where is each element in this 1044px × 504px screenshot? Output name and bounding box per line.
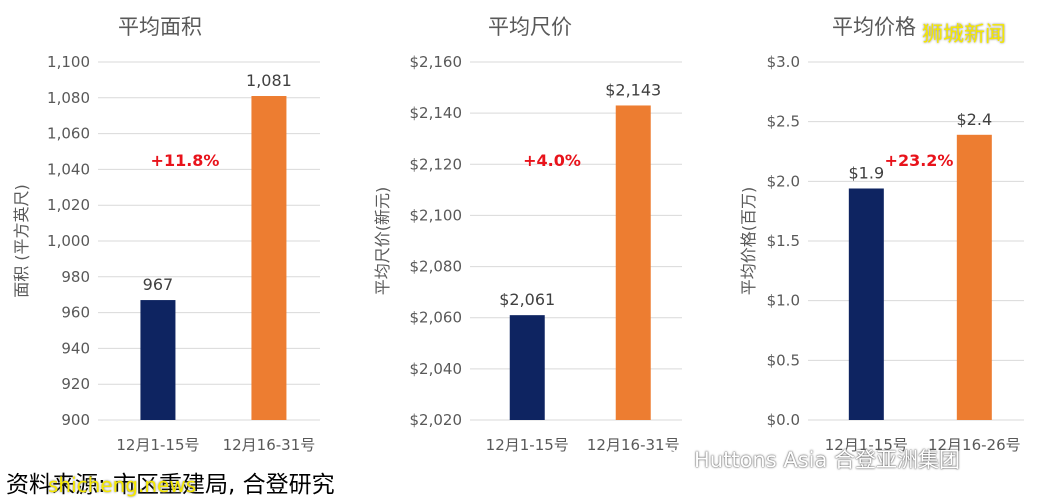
y-tick-label: 1,060 — [47, 125, 90, 143]
chart-title: 平均尺价 — [488, 15, 572, 39]
growth-annotation: +11.8% — [151, 151, 220, 170]
data-label: $2,143 — [605, 80, 661, 99]
bar — [956, 134, 992, 420]
y-tick-label: $2,140 — [410, 104, 463, 122]
wechat-icon — [660, 448, 686, 469]
chart-title: 平均价格 — [832, 15, 916, 39]
y-axis-label: 平均尺价(新元) — [373, 187, 392, 296]
y-axis-label: 面积 (平方英尺) — [12, 184, 31, 298]
watermark-bottom-right-text: Huttons Asia 合登亚洲集团 — [694, 448, 961, 472]
y-tick-label: 920 — [61, 375, 90, 393]
x-tick-label: 12月1-15号 — [486, 436, 569, 454]
y-tick-label: 960 — [61, 304, 90, 322]
bar — [140, 300, 176, 420]
y-tick-label: $2,040 — [410, 360, 463, 378]
y-tick-label: $2,060 — [410, 309, 463, 327]
y-tick-label: $2,160 — [410, 53, 463, 71]
y-tick-label: $0.0 — [767, 411, 800, 429]
y-tick-label: $1.5 — [767, 232, 800, 250]
y-tick-label: 1,020 — [47, 196, 90, 214]
watermark-bottom-right: Huttons Asia 合登亚洲集团 — [660, 444, 960, 474]
x-tick-label: 12月1-15号 — [825, 436, 908, 454]
watermark-top-right: 狮城新闻 — [922, 22, 1006, 46]
growth-annotation: +23.2% — [885, 151, 954, 170]
data-label: 1,081 — [246, 71, 292, 90]
y-tick-label: 1,000 — [47, 232, 90, 250]
watermark-bottom-left: shicheng.news — [48, 473, 197, 497]
bar — [848, 188, 884, 420]
bar — [615, 105, 651, 420]
y-tick-label: $2,020 — [410, 411, 463, 429]
y-tick-label: $2,120 — [410, 155, 463, 173]
y-tick-label: $2,080 — [410, 258, 463, 276]
chart-1: 平均面积 900 920 940 960 980 1,000 1,020 1,040 1,060 1… — [12, 15, 320, 454]
chart-3: 平均价格 $0.0 $0.5 $1.0 $1.5 $2.0 $2.5 $3.0 平均价格(百万)… — [739, 15, 1024, 454]
y-tick-label: 900 — [61, 411, 90, 429]
bar — [251, 96, 287, 420]
y-tick-label: 1,080 — [47, 89, 90, 107]
data-label: $1.9 — [849, 163, 885, 182]
source-note: 资料来源: 市区重建局, 合登研究 — [6, 472, 335, 498]
y-tick-label: $2,100 — [410, 206, 463, 224]
y-tick-label: $2.0 — [767, 172, 800, 190]
x-tick-label: 12月1-15号 — [116, 436, 199, 454]
y-tick-label: $3.0 — [767, 53, 800, 71]
y-tick-label: 1,100 — [47, 53, 90, 71]
y-tick-label: 940 — [61, 339, 90, 357]
x-tick-label: 12月16-26号 — [928, 436, 1021, 454]
growth-annotation: +4.0% — [523, 151, 581, 170]
y-tick-label: 980 — [61, 268, 90, 286]
y-tick-label: $0.5 — [767, 351, 800, 369]
chart-2: 平均尺价 $2,020 $2,040 $2,060 $2,080 $2,100 $2,120… — [373, 15, 682, 454]
y-axis-label: 平均价格(百万) — [739, 187, 758, 296]
y-tick-label: 1,040 — [47, 160, 90, 178]
chart-title: 平均面积 — [118, 15, 202, 39]
x-tick-label: 12月16-31号 — [587, 436, 680, 454]
data-label: $2.4 — [957, 110, 993, 129]
x-tick-label: 12月16-31号 — [223, 436, 316, 454]
y-tick-label: $1.0 — [767, 292, 800, 310]
data-label: 967 — [143, 275, 174, 294]
data-label: $2,061 — [499, 290, 555, 309]
bar — [509, 315, 545, 420]
y-tick-label: $2.5 — [767, 113, 800, 131]
